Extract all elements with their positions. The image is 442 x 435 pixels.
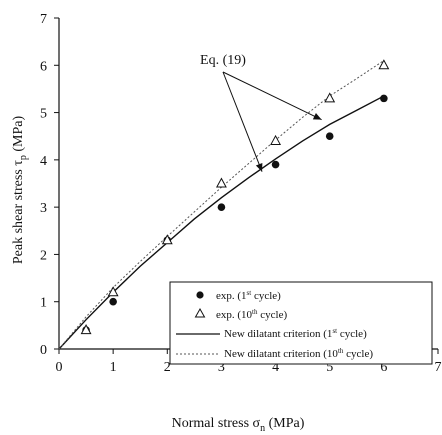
legend-box (169, 281, 433, 365)
y-tick-label: 1 (40, 296, 47, 311)
x-tick-label: 3 (218, 360, 225, 375)
y-tick-label: 6 (40, 59, 47, 74)
y-tick-label: 2 (40, 248, 47, 263)
annotation-arrowhead-0 (255, 162, 263, 172)
y-tick-label: 3 (40, 201, 47, 216)
y-axis-title-unit: (MPa) (11, 116, 26, 156)
legend-label-criterion-10th: New dilatant criterion (10th cycle) (224, 347, 373, 360)
x-axis-title: Normal stress σn (MPa) (172, 416, 305, 434)
data-point-circle (271, 160, 280, 169)
data-point-triangle (215, 177, 227, 188)
legend-label-exp-1st: exp. (1st cycle) (216, 289, 281, 302)
y-axis-title-sub: p (18, 155, 29, 160)
data-point-triangle (270, 134, 282, 145)
annotation-arrow-1 (222, 71, 322, 121)
data-point-circle (109, 297, 117, 306)
x-tick-label: 2 (164, 360, 171, 375)
x-tick-label: 1 (110, 360, 117, 375)
data-point-circle (217, 203, 226, 211)
annotation-arrowhead-1 (312, 113, 322, 120)
series-markers (80, 59, 390, 335)
data-point-triangle (107, 286, 119, 297)
legend-marker-exp-1st (196, 291, 204, 299)
y-axis-title: Peak shear stress τp (MPa) (11, 116, 29, 265)
data-point-triangle (161, 234, 173, 245)
x-axis-title-sub: n (260, 423, 265, 434)
x-tick-label: 4 (272, 360, 279, 375)
legend-label-exp-10th: exp. (10th cycle) (216, 308, 287, 321)
x-axis-title-unit: (MPa) (265, 416, 305, 431)
data-point-triangle (80, 324, 92, 335)
y-tick-label: 4 (40, 154, 47, 169)
y-tick-label: 7 (40, 12, 47, 27)
x-axis-title-main: Normal stress σ (172, 416, 261, 431)
y-tick-label: 5 (40, 107, 47, 122)
annotation-label: Eq. (19) (200, 53, 246, 68)
x-tick-label: 7 (435, 360, 442, 375)
data-point-triangle (324, 92, 336, 103)
y-axis-title-main: Peak shear stress τ (11, 160, 26, 264)
annotation: Eq. (19) (200, 53, 322, 172)
data-point-triangle (378, 59, 390, 70)
ticks: 0 1 2 3 4 5 6 7 0 1 2 3 4 5 6 7 (40, 12, 442, 375)
legend: exp. (1st cycle) exp. (10th cycle) New d… (169, 281, 433, 365)
y-tick-label: 0 (40, 343, 47, 358)
legend-label-criterion-1st: New dilatant criterion (1st cycle) (224, 327, 367, 340)
data-point-circle (380, 94, 388, 103)
x-tick-label: 0 (56, 360, 63, 375)
x-tick-label: 6 (380, 360, 387, 375)
x-tick-label: 5 (326, 360, 333, 375)
data-point-circle (325, 132, 334, 141)
annotation-arrow-0 (222, 71, 263, 172)
legend-marker-exp-10th (194, 307, 206, 318)
